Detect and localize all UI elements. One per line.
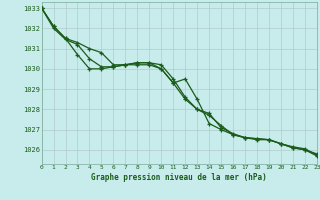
X-axis label: Graphe pression niveau de la mer (hPa): Graphe pression niveau de la mer (hPa) bbox=[91, 173, 267, 182]
